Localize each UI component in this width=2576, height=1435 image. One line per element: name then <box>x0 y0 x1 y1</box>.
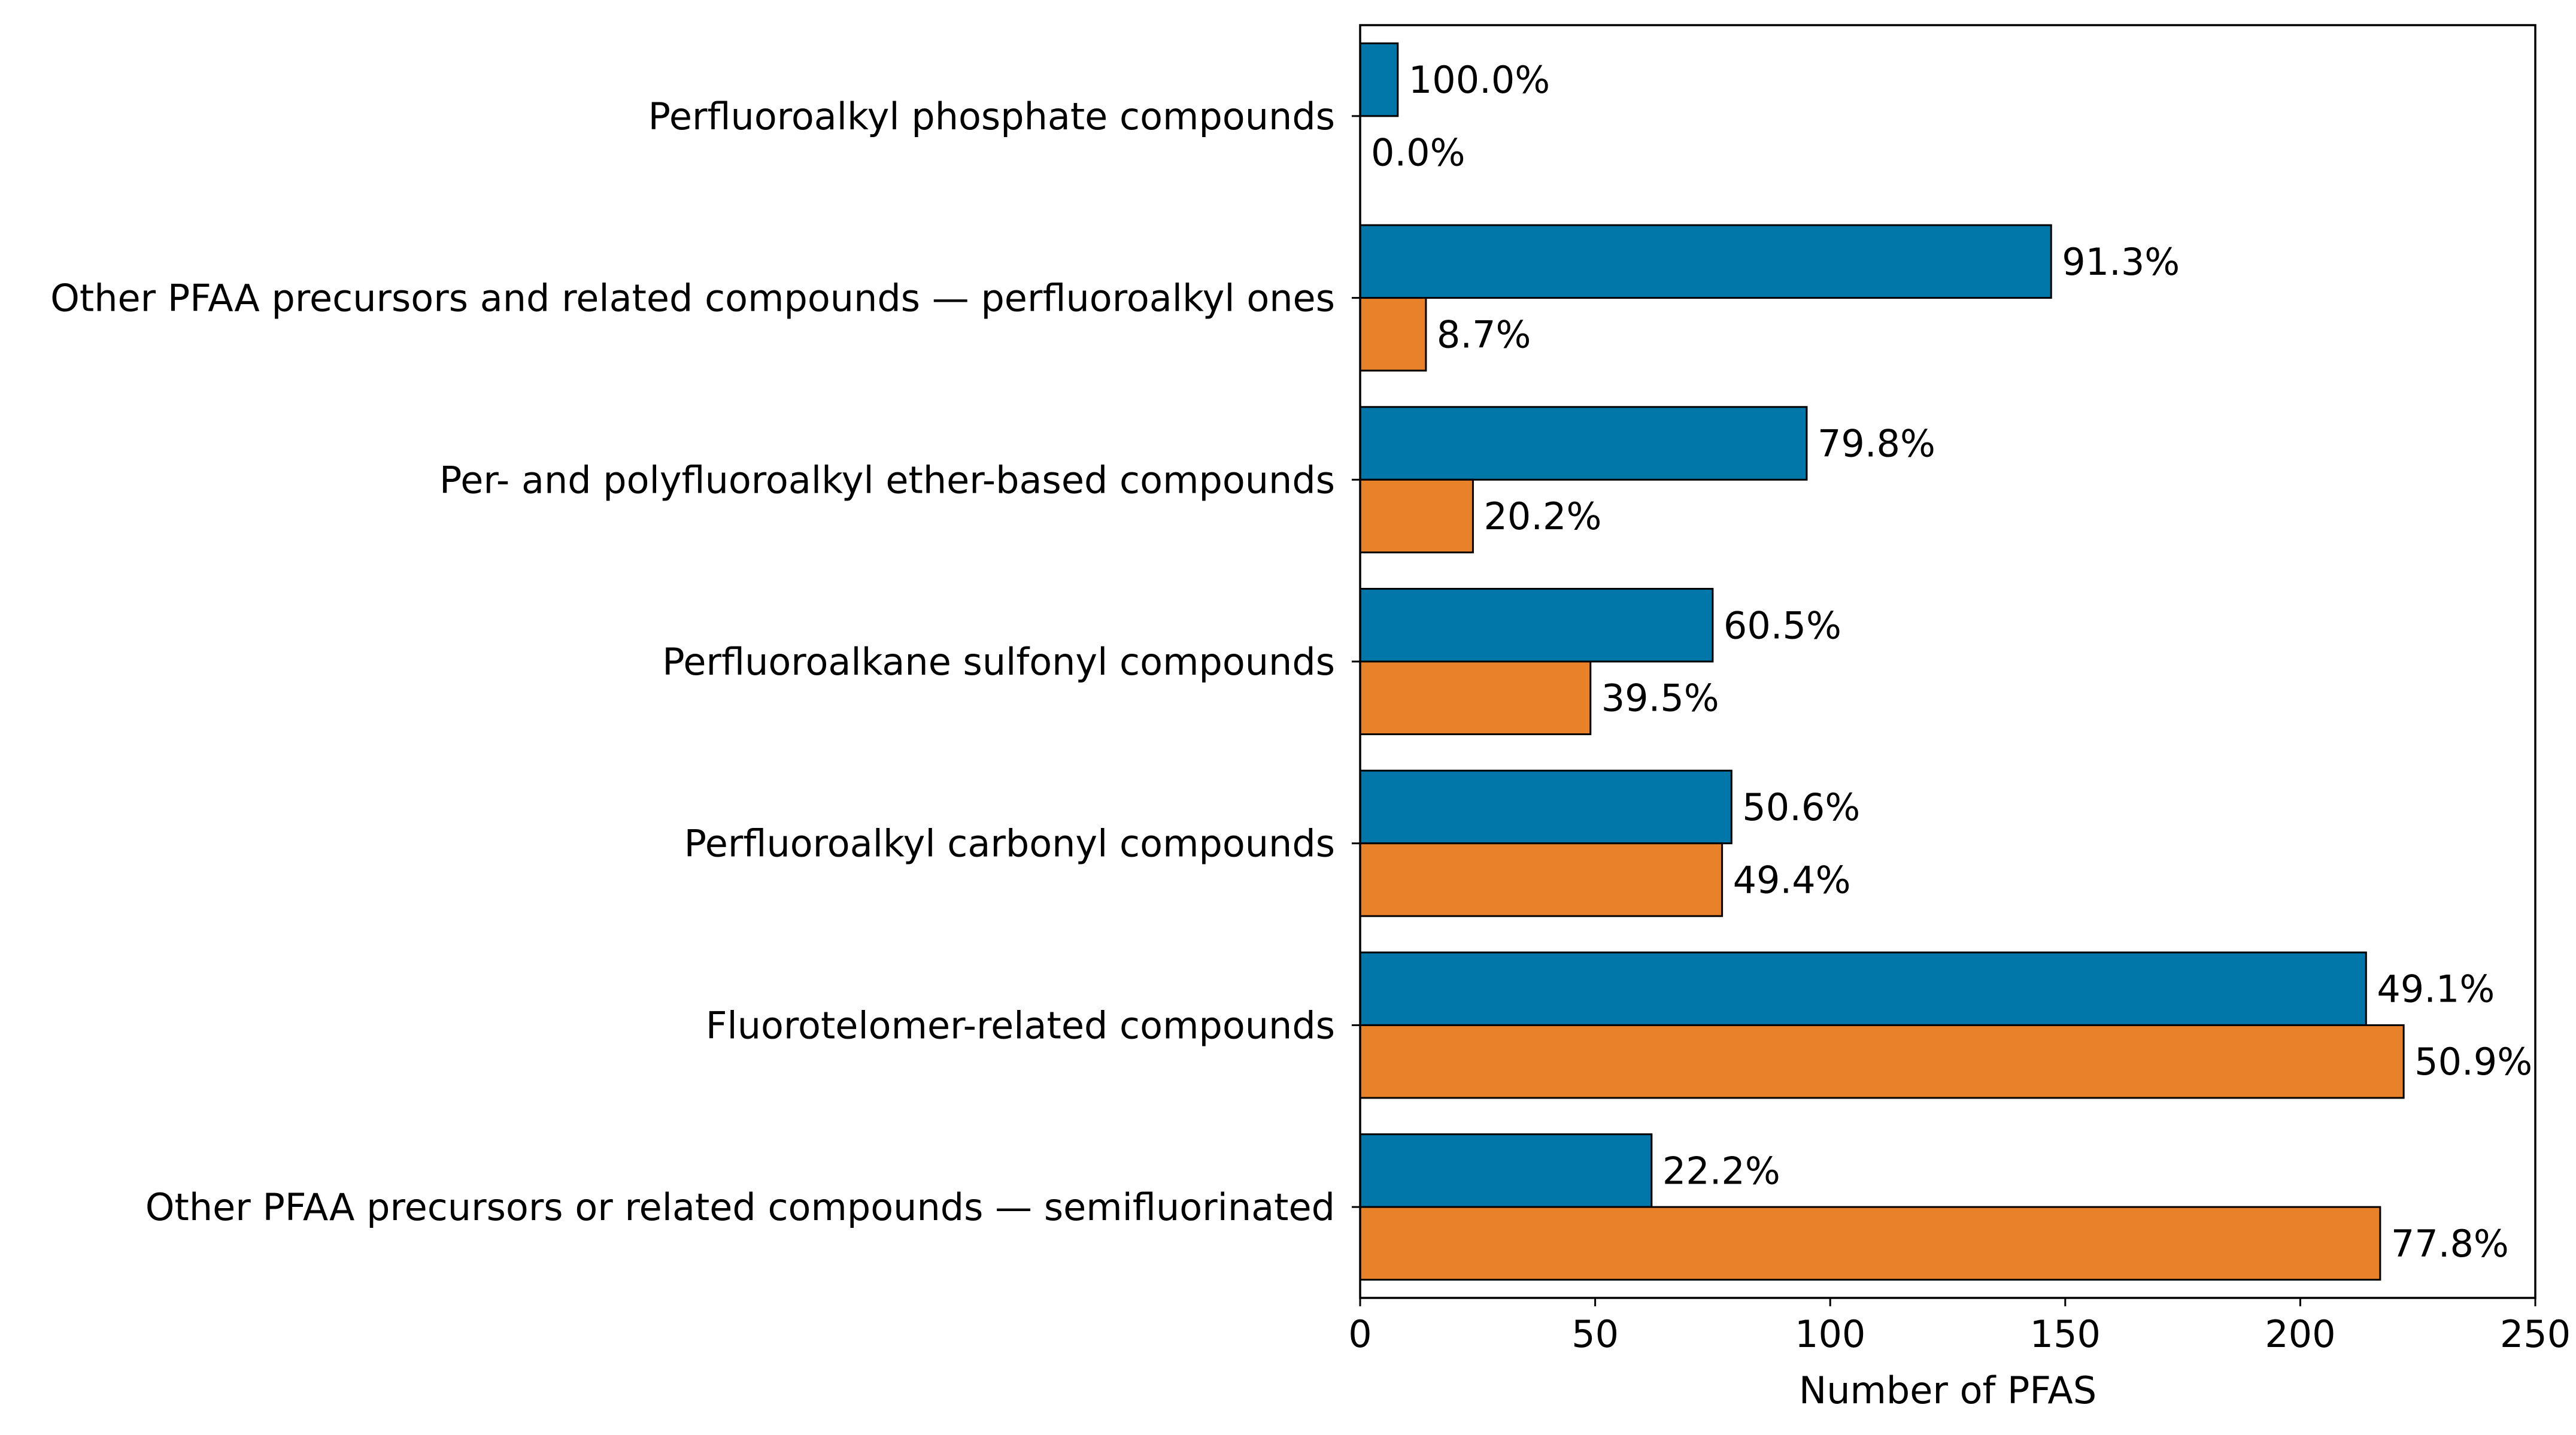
data-label-series-2-1: 8.7% <box>1437 313 1531 356</box>
axis-layer: Perfluoroalkyl phosphate compounds Other … <box>50 24 2571 1356</box>
bar-series-1-4 <box>1359 769 1732 845</box>
x-tick-label-4: 200 <box>2265 1312 2335 1356</box>
data-label-series-2-5: 50.9% <box>2414 1040 2532 1084</box>
category-label-5: Fluorotelomer-related compounds <box>706 1003 1335 1047</box>
data-label-series-2-2: 20.2% <box>1483 494 1601 538</box>
bar-series-1-2 <box>1359 406 1808 481</box>
bar-series-1-0 <box>1359 42 1399 117</box>
bar-series-2-2 <box>1359 478 1474 554</box>
data-label-series-2-3: 39.5% <box>1601 676 1719 720</box>
plot-frame <box>1359 24 2536 1299</box>
x-tick-label-2: 100 <box>1795 1312 1865 1356</box>
data-labels-layer: 100.0% 0.0% 91.3% 8.7% 79.8% 20.2% 60.5%39.5% 5… <box>1371 58 2532 1266</box>
data-label-series-2-6: 77.8% <box>2391 1222 2509 1266</box>
bar-series-2-1 <box>1359 297 1427 372</box>
bar-series-2-3 <box>1359 660 1592 735</box>
bar-series-1-6 <box>1359 1133 1653 1208</box>
data-label-series-1-1: 91.3% <box>2062 240 2180 284</box>
bars-layer <box>1359 42 2405 1281</box>
bar-series-2-5 <box>1359 1024 2405 1099</box>
data-label-series-1-4: 50.6% <box>1742 785 1860 829</box>
data-label-series-2-4: 49.4% <box>1733 858 1851 902</box>
data-label-series-1-3: 60.5% <box>1724 603 1841 647</box>
category-label-0: Perfluoroalkyl phosphate compounds <box>648 95 1335 138</box>
bar-series-2-4 <box>1359 842 1724 917</box>
x-tick-label-5: 250 <box>2500 1312 2571 1356</box>
category-label-1: Other PFAA precursors and related compou… <box>50 277 1335 320</box>
x-tick-label-1: 50 <box>1571 1312 1619 1356</box>
bar-series-1-5 <box>1359 951 2367 1026</box>
x-axis-title: Number of PFAS <box>1799 1369 2096 1412</box>
data-label-series-2-0: 0.0% <box>1371 131 1466 175</box>
category-label-2: Per- and polyfluoroalkyl ether-based com… <box>439 458 1335 502</box>
category-label-4: Perfluoroalkyl carbonyl compounds <box>684 822 1335 866</box>
category-label-6: Other PFAA precursors or related compoun… <box>145 1185 1335 1229</box>
bar-series-2-6 <box>1359 1206 2381 1281</box>
category-label-3: Perfluoroalkane sulfonyl compounds <box>662 640 1335 684</box>
x-tick-label-3: 150 <box>2030 1312 2101 1356</box>
data-label-series-1-5: 49.1% <box>2377 967 2495 1011</box>
bar-series-1-1 <box>1359 224 2052 299</box>
data-label-series-1-2: 79.8% <box>1818 422 1935 466</box>
data-label-series-1-0: 100.0% <box>1409 58 1550 102</box>
bar-series-1-3 <box>1359 588 1714 663</box>
x-tick-label-0: 0 <box>1348 1312 1372 1356</box>
data-label-series-1-6: 22.2% <box>1662 1149 1780 1193</box>
